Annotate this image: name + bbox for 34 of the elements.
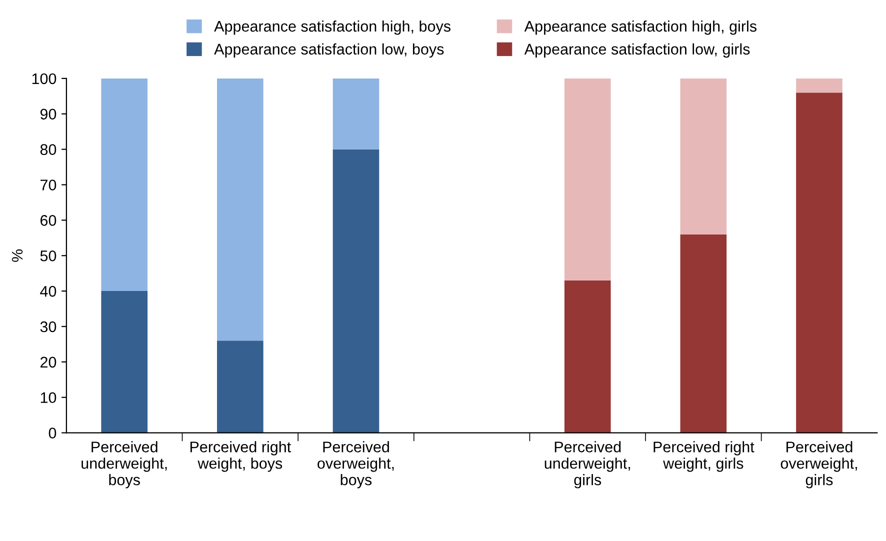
bar: [101, 78, 148, 292]
y-tick-label: 20: [40, 356, 56, 368]
y-tick-label: 80: [40, 144, 56, 155]
y-axis-title: %: [12, 249, 23, 262]
bar: [217, 78, 264, 341]
y-tick-label: 0: [48, 428, 56, 438]
y-tick-label: 60: [40, 215, 56, 226]
x-tick-label: Perceived underweight, girls: [544, 441, 630, 488]
bar: [564, 78, 611, 280]
y-tick-label: 90: [40, 108, 56, 120]
y-tick-label: 70: [40, 180, 56, 190]
y-tick-label: 50: [40, 250, 56, 262]
bar: [332, 149, 380, 433]
x-tick-label: Perceived overweight, boys: [318, 441, 394, 488]
bar: [680, 78, 727, 234]
y-tick-label: 30: [40, 321, 56, 332]
legend-label: Appearance satisfaction low, girls: [524, 43, 750, 58]
y-tick-label: 10: [40, 392, 56, 404]
x-tick-label: Perceived right weight, boys: [190, 441, 292, 472]
bar: [680, 234, 727, 433]
bar: [796, 78, 842, 93]
bar: [217, 340, 264, 433]
x-tick-label: Perceived right weight, girls: [654, 441, 754, 472]
legend-label: Appearance satisfaction low, boys: [214, 43, 444, 58]
bar: [332, 78, 380, 150]
bar: [101, 291, 148, 433]
x-tick-label: Perceived underweight, boys: [82, 441, 167, 488]
bar: [564, 280, 611, 433]
y-tick-label: 100: [32, 73, 56, 84]
legend-label: Appearance satisfaction high, boys: [214, 20, 450, 35]
y-tick-label: 40: [40, 286, 56, 297]
x-tick-label: Perceived overweight, girls: [780, 441, 857, 488]
bar: [796, 92, 842, 433]
legend-label: Appearance satisfaction high, girls: [524, 20, 756, 35]
